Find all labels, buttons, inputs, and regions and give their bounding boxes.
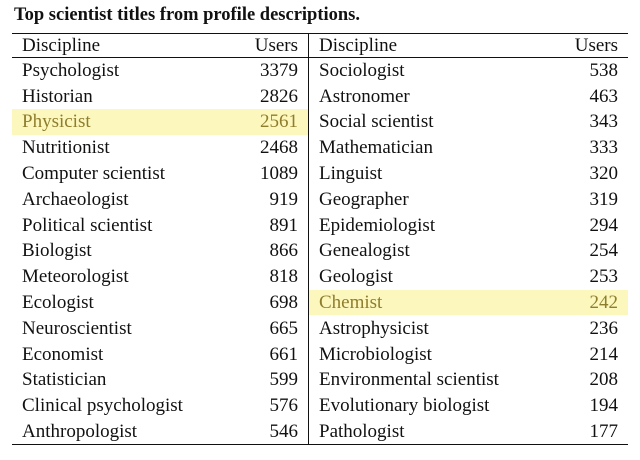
table-row: Computer scientist 1089 Linguist 320 — [12, 160, 628, 187]
users-cell: 2468 — [231, 134, 310, 161]
header-cell: Discipline — [319, 35, 398, 56]
users-cell: 254 — [589, 240, 619, 262]
users-cell: 599 — [231, 367, 310, 393]
users-cell: 818 — [231, 263, 310, 290]
users-cell: 214 — [589, 343, 619, 365]
users-cell: 194 — [589, 395, 619, 417]
header-cell: Users — [574, 35, 618, 56]
users-cell: 343 — [589, 111, 619, 133]
table-row: Ecologist 698 Chemist 242 — [12, 289, 628, 316]
discipline-cell: Evolutionary biologist — [319, 395, 490, 417]
table-row: Clinical psychologist 576 Evolutionary bio… — [12, 392, 628, 419]
users-cell: 698 — [231, 289, 310, 316]
discipline-cell: Political scientist — [22, 214, 153, 236]
table-row: Economist 661 Microbiologist 214 — [12, 341, 628, 368]
table-row: Neuroscientist 665 Astrophysicist 236 — [12, 315, 628, 342]
discipline-cell: Chemist — [308, 289, 552, 316]
discipline-cell: Microbiologist — [319, 343, 432, 365]
discipline-cell: Ecologist — [22, 292, 94, 314]
table-row: Physicist 2561 Social scientist 343 — [12, 109, 628, 135]
users-cell: 3379 — [231, 57, 310, 84]
discipline-cell: Environmental scientist — [319, 369, 499, 391]
users-cell: 208 — [589, 369, 619, 391]
users-cell: 538 — [589, 60, 619, 82]
table-row: Psychologist 3379 Sociologist 538 — [12, 57, 628, 84]
discipline-cell: Physicist — [12, 109, 232, 135]
users-cell: 236 — [589, 317, 619, 339]
users-cell: 333 — [589, 137, 619, 159]
discipline-cell: Geologist — [319, 266, 393, 288]
header-cell: Discipline — [22, 35, 101, 56]
discipline-cell: Psychologist — [22, 60, 120, 82]
table-row: Archaeologist 919 Geographer 319 — [12, 186, 628, 213]
users-cell: 665 — [231, 315, 310, 342]
discipline-cell: Social scientist — [319, 111, 434, 133]
discipline-cell: Neuroscientist — [22, 317, 132, 339]
discipline-cell: Computer scientist — [22, 163, 166, 185]
discipline-cell: Sociologist — [319, 60, 405, 82]
users-cell: 661 — [231, 341, 310, 368]
discipline-cell: Anthropologist — [22, 420, 138, 442]
discipline-cell: Meteorologist — [22, 266, 129, 288]
users-cell: 546 — [231, 418, 310, 445]
discipline-cell: Epidemiologist — [319, 214, 436, 236]
table-row: Biologist 866 Genealogist 254 — [12, 238, 628, 264]
users-cell: 242 — [551, 289, 628, 316]
discipline-cell: Mathematician — [319, 137, 433, 159]
discipline-cell: Genealogist — [319, 240, 410, 262]
discipline-cell: Pathologist — [319, 420, 405, 442]
users-cell: 319 — [589, 188, 619, 210]
table-header: Discipline Users Discipline Users — [12, 33, 628, 58]
discipline-cell: Linguist — [319, 163, 383, 185]
table-row: Historian 2826 Astronomer 463 — [12, 83, 628, 110]
discipline-cell: Statistician — [22, 369, 107, 391]
users-cell: 2826 — [231, 83, 310, 110]
header-row: Discipline Users Discipline Users — [12, 33, 628, 58]
table-row: Anthropologist 546 Pathologist 177 — [12, 418, 628, 445]
users-cell: 919 — [231, 186, 310, 213]
discipline-cell: Geographer — [319, 188, 409, 210]
discipline-cell: Archaeologist — [22, 188, 129, 210]
table: Discipline Users Discipline Users Psycholog… — [12, 33, 628, 445]
table-row: Political scientist 891 Epidemiologist 294 — [12, 212, 628, 239]
table-row: Nutritionist 2468 Mathematician 333 — [12, 134, 628, 161]
users-cell: 177 — [589, 420, 619, 442]
discipline-cell: Astrophysicist — [319, 317, 429, 339]
users-cell: 866 — [231, 238, 310, 264]
discipline-cell: Biologist — [22, 240, 92, 262]
users-cell: 320 — [589, 163, 619, 185]
table-title: Top scientist titles from profile descri… — [14, 5, 361, 25]
discipline-cell: Astronomer — [319, 85, 410, 107]
users-cell: 2561 — [231, 109, 310, 135]
users-cell: 294 — [589, 214, 619, 236]
users-cell: 891 — [231, 212, 310, 239]
users-cell: 576 — [231, 392, 310, 419]
table-row: Meteorologist 818 Geologist 253 — [12, 263, 628, 290]
header-cell: Users — [231, 33, 310, 58]
discipline-cell: Clinical psychologist — [22, 395, 183, 417]
discipline-cell: Economist — [22, 343, 104, 365]
users-cell: 463 — [589, 85, 619, 107]
discipline-cell: Nutritionist — [22, 137, 110, 159]
discipline-cell: Historian — [22, 85, 93, 107]
users-cell: 1089 — [231, 160, 310, 187]
table-row: Statistician 599 Environmental scientist 20… — [12, 367, 628, 393]
table-body: Psychologist 3379 Sociologist 538 Historian 2… — [12, 57, 628, 445]
users-cell: 253 — [589, 266, 619, 288]
